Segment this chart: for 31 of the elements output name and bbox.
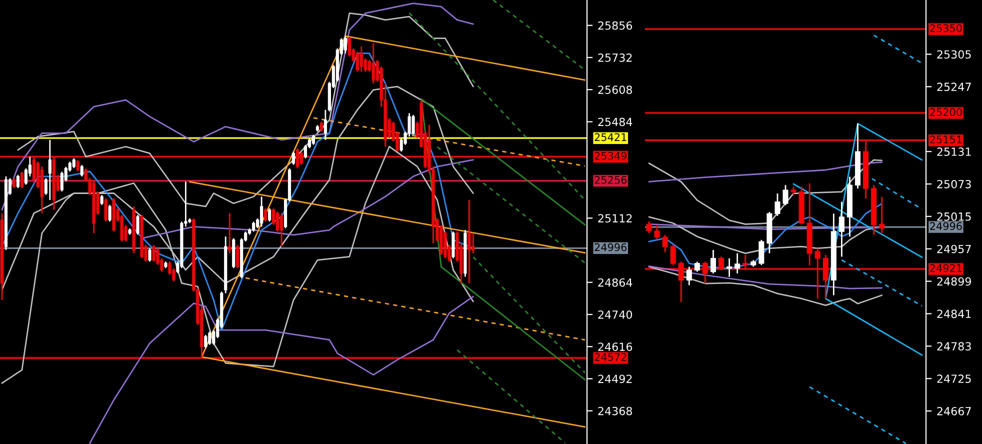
ref-line-label: 25349: [594, 152, 626, 160]
y-tick-label: 24864: [598, 278, 632, 287]
ref-line-label: 25421: [594, 133, 626, 142]
ref-line-label: 25151: [930, 136, 962, 144]
ref-line-label: 25200: [930, 108, 962, 116]
y-tick-label: 24783: [937, 342, 971, 351]
ref-line-label: 24996: [930, 222, 962, 230]
y-tick-label: 25112: [598, 214, 632, 222]
ref-line-label: 24996: [594, 243, 627, 252]
y-tick-label: 25484: [598, 118, 632, 126]
y-tick-label: 24740: [598, 310, 632, 319]
y-tick-label: 25073: [937, 180, 971, 188]
ref-line-label: 25350: [930, 24, 962, 32]
ref-line-label: 24921: [930, 264, 962, 272]
y-tick-label: 25856: [598, 21, 632, 30]
y-tick-label: 25015: [937, 212, 971, 221]
y-tick-label: 24492: [598, 374, 632, 384]
y-tick-label: 24725: [937, 374, 971, 383]
y-tick-label: 24899: [937, 277, 971, 286]
y-tick-label: 24841: [937, 310, 971, 318]
y-tick-label: 24616: [598, 342, 632, 351]
y-tick-label: 24667: [937, 406, 971, 416]
y-tick-label: 25608: [598, 86, 632, 94]
y-tick-label: 24957: [937, 244, 971, 254]
y-tick-label: 25131: [937, 148, 971, 156]
y-tick-label: 25247: [937, 82, 971, 92]
y-tick-label: 25732: [598, 53, 632, 62]
ref-line-label: 24572: [594, 353, 626, 362]
y-tick-label: 24368: [598, 406, 632, 416]
y-tick-label: 25305: [937, 50, 971, 59]
ref-line-label: 25256: [594, 176, 627, 184]
